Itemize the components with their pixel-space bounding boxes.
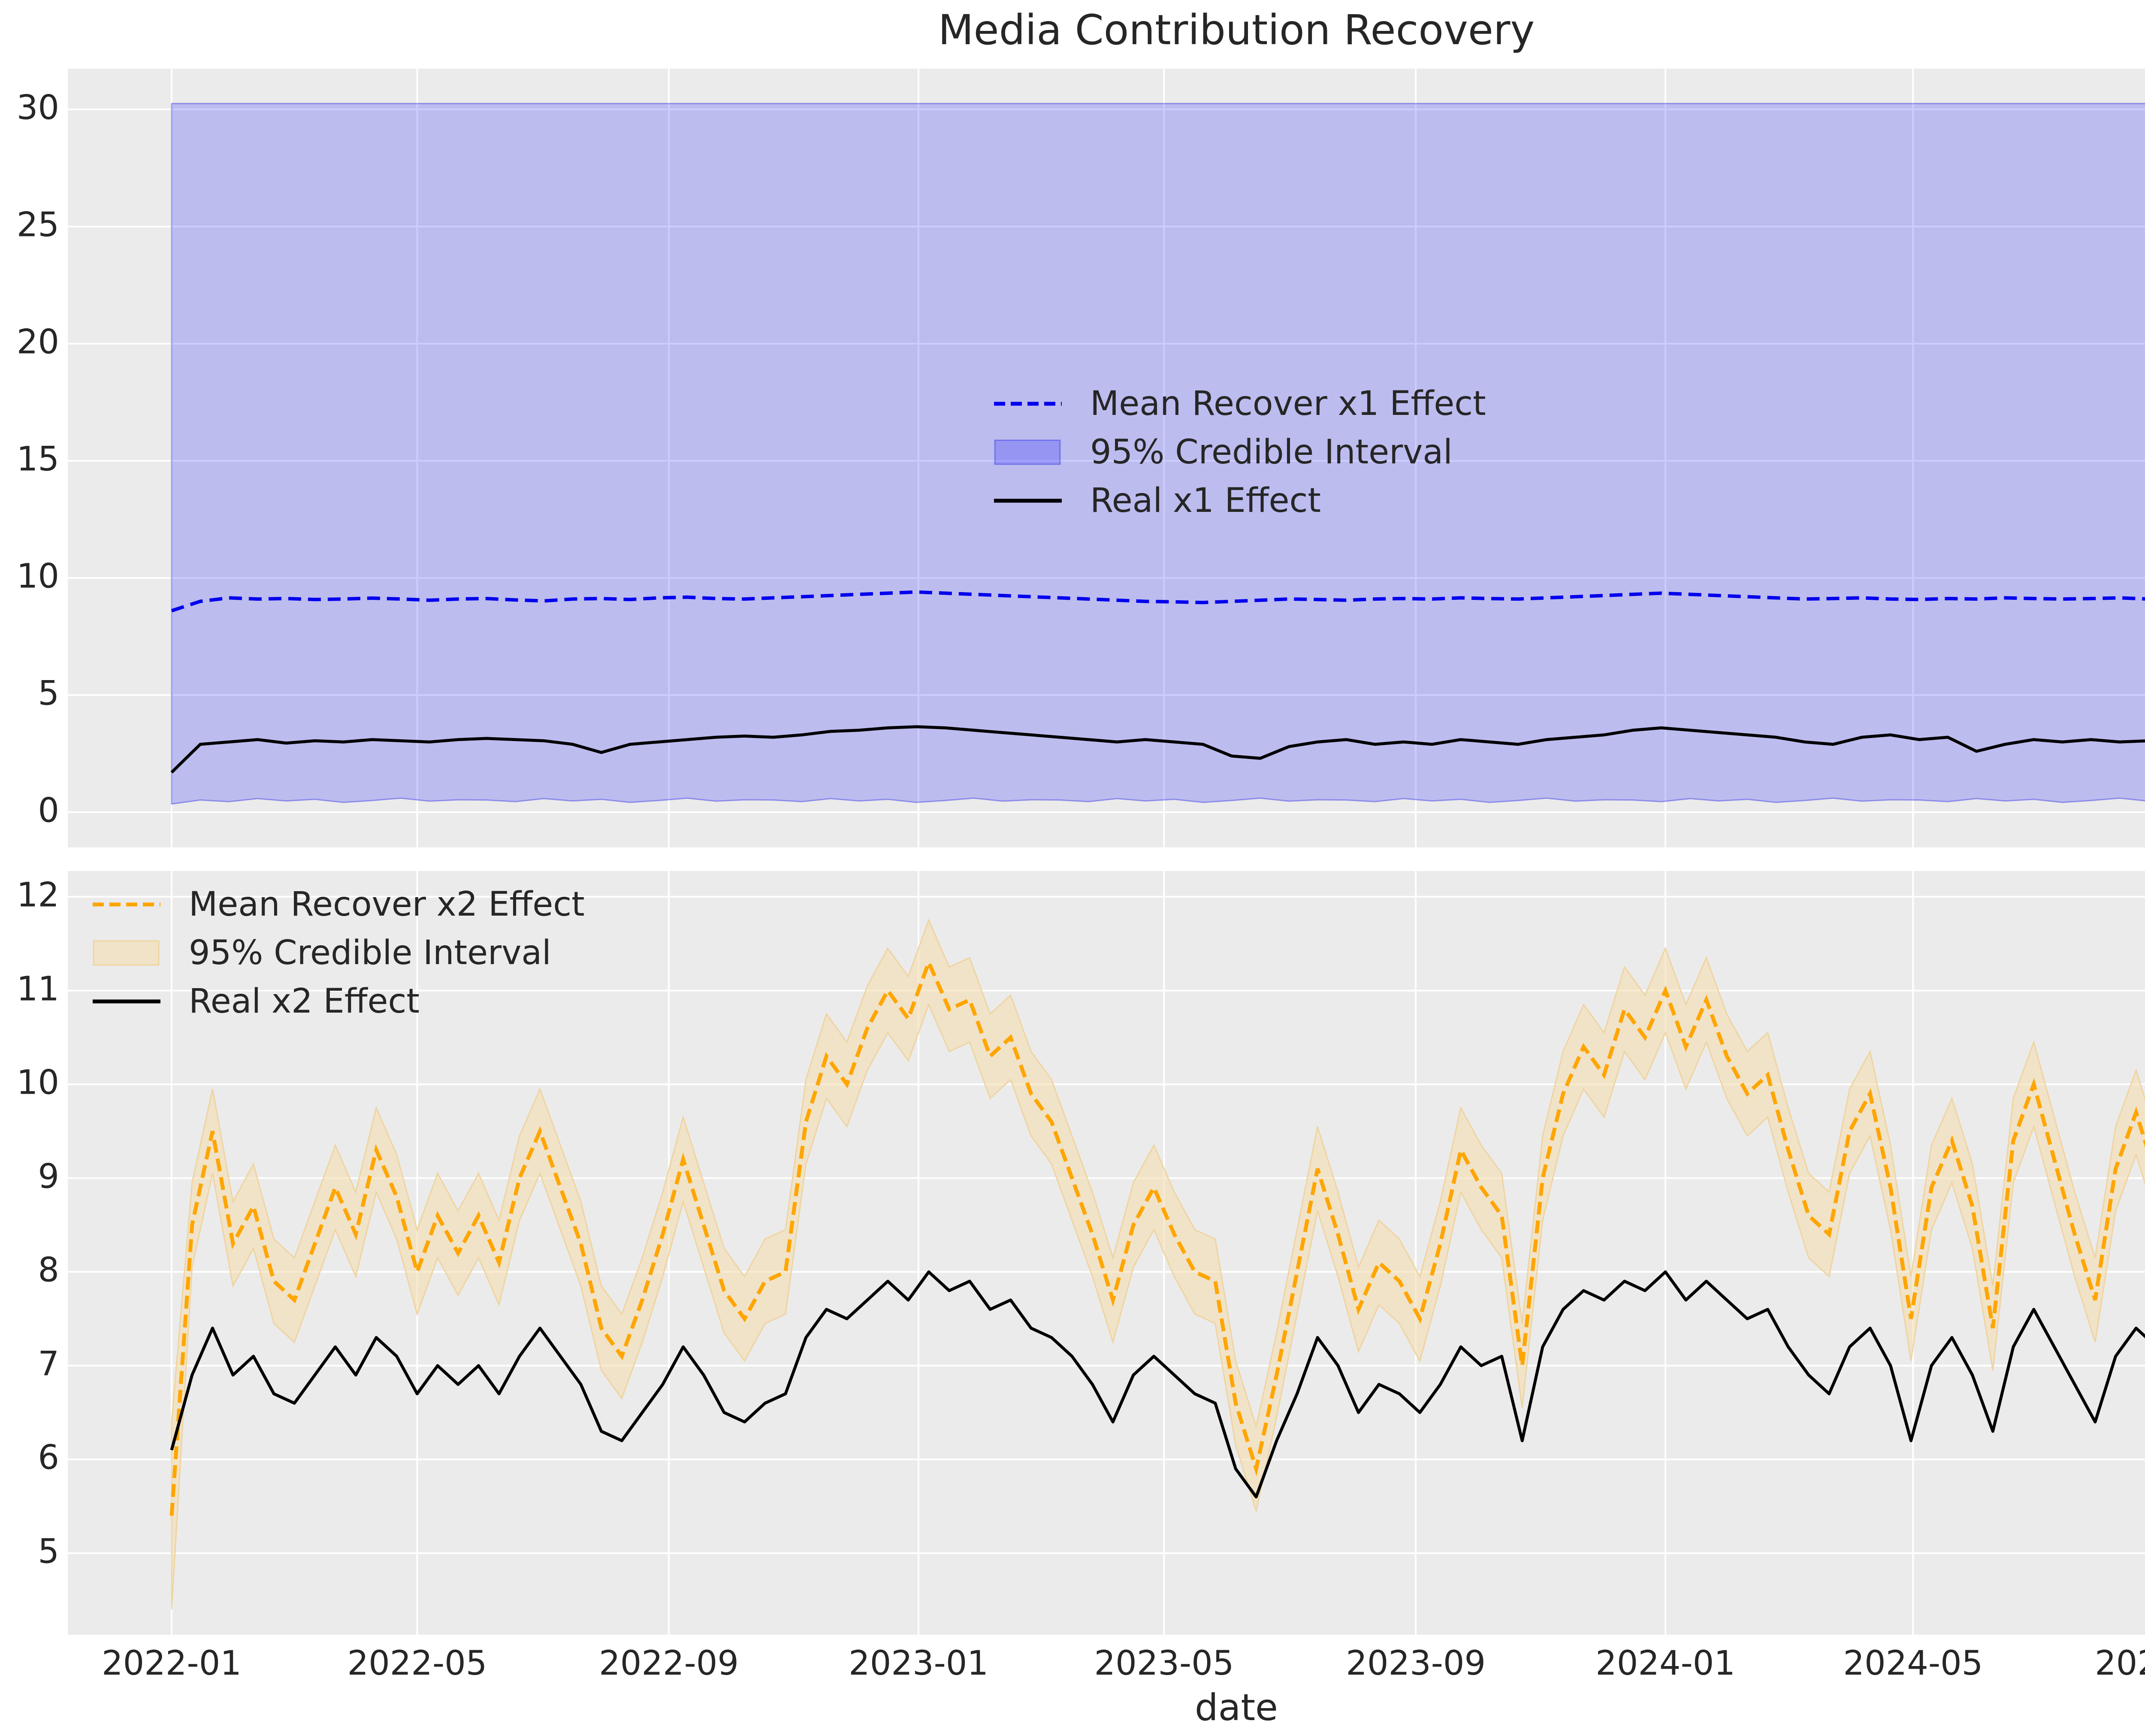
y-tick-label-x2: 9	[38, 1157, 59, 1196]
y-tick-label-x1: 10	[16, 557, 59, 596]
y-tick-label-x2: 8	[38, 1251, 59, 1290]
legend-x2: Mean Recover x2 Effect 95% Credible Inte…	[91, 880, 585, 1025]
y-tick-label-x2: 7	[38, 1345, 59, 1384]
x-tick-label: 2024-09	[2095, 1644, 2145, 1683]
y-tick-label-x1: 0	[38, 791, 59, 830]
x-tick-label: 2023-01	[849, 1644, 988, 1683]
y-tick-label-x2: 10	[16, 1063, 59, 1102]
dashed-line-key-icon	[93, 902, 160, 906]
band-patch-key-icon	[93, 940, 160, 965]
x-tick-label: 2023-05	[1094, 1644, 1234, 1683]
legend-item: 95% Credible Interval	[992, 428, 1486, 476]
x-tick-label: 2022-01	[102, 1644, 242, 1683]
axes-panel-x2	[68, 871, 2145, 1635]
x-tick-label: 2024-05	[1843, 1644, 1983, 1683]
y-tick-label-x1: 25	[16, 206, 59, 245]
x-tick-label: 2022-05	[347, 1644, 487, 1683]
legend-item: Real x1 Effect	[992, 476, 1486, 525]
x2-credible-interval-band	[171, 918, 2145, 1610]
solid-line-key-icon	[994, 499, 1062, 502]
y-tick-label-x2: 6	[38, 1438, 59, 1477]
legend-label: 95% Credible Interval	[1090, 432, 1453, 472]
x2-real-line	[170, 1270, 2145, 1499]
y-tick-label-x2: 5	[38, 1532, 59, 1571]
y-tick-label-x1: 5	[38, 674, 59, 713]
y-tick-label-x2: 12	[16, 876, 59, 915]
x-tick-label: 2024-01	[1595, 1644, 1736, 1683]
legend-label: Real x1 Effect	[1090, 481, 1321, 520]
legend-item: 95% Credible Interval	[91, 928, 585, 977]
y-tick-label-x1: 15	[16, 440, 59, 479]
legend-item: Real x2 Effect	[91, 977, 585, 1025]
legend-label: 95% Credible Interval	[189, 933, 551, 972]
solid-line-key-icon	[93, 999, 160, 1003]
x-tick-label: 2022-09	[599, 1644, 739, 1683]
x-axis-label: date	[1195, 1686, 1278, 1729]
x1-credible-interval-band	[171, 103, 2145, 805]
legend-x1: Mean Recover x1 Effect 95% Credible Inte…	[992, 379, 1486, 525]
legend-label: Mean Recover x1 Effect	[1090, 384, 1486, 423]
legend-item: Mean Recover x2 Effect	[91, 880, 585, 928]
dashed-line-key-icon	[994, 402, 1062, 405]
y-tick-label-x2: 11	[16, 969, 59, 1008]
x2-mean-line	[169, 957, 2145, 1516]
axes-panel-x1	[68, 69, 2145, 847]
x1-real-line	[170, 725, 2145, 774]
band-patch-key-icon	[994, 439, 1061, 465]
plot-x2	[68, 871, 2145, 1635]
chart-title: Media Contribution Recovery	[938, 6, 1535, 54]
y-tick-label-x1: 30	[16, 88, 59, 127]
y-tick-label-x1: 20	[16, 323, 59, 362]
plot-x1	[68, 69, 2145, 847]
legend-label: Real x2 Effect	[189, 982, 420, 1021]
x-tick-label: 2023-09	[1346, 1644, 1486, 1683]
legend-item: Mean Recover x1 Effect	[992, 379, 1486, 428]
legend-label: Mean Recover x2 Effect	[189, 885, 585, 924]
